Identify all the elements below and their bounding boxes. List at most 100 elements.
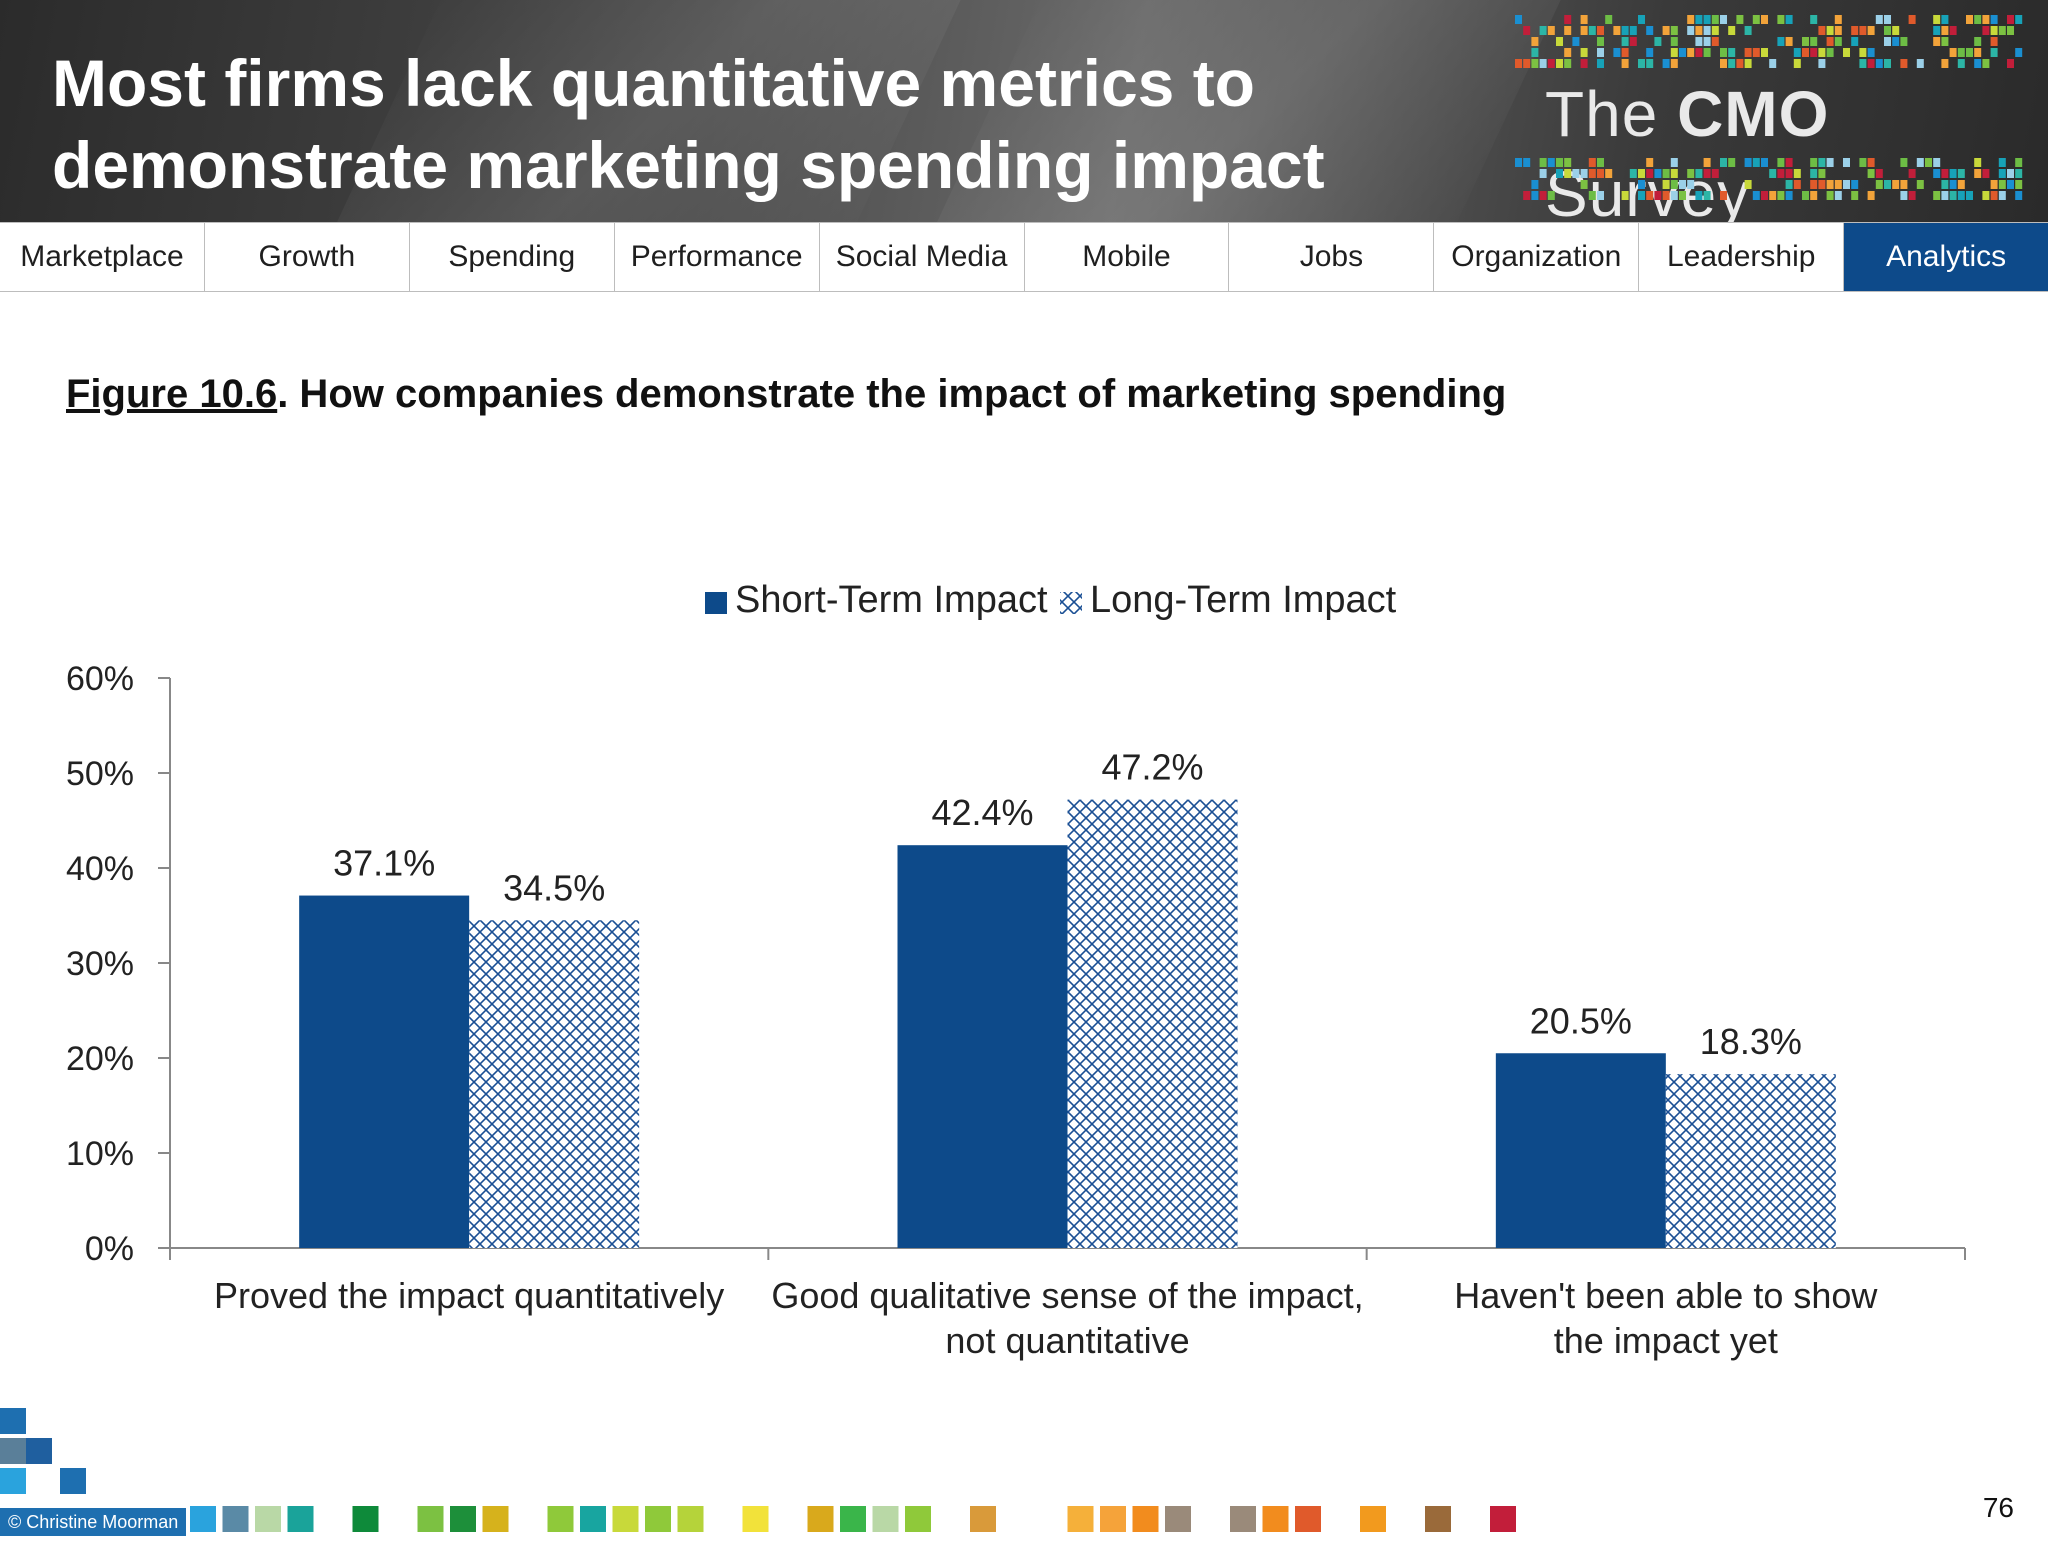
data-label: 42.4% bbox=[931, 792, 1033, 833]
logo-pixel bbox=[1966, 191, 1973, 200]
footer-square bbox=[970, 1506, 996, 1532]
logo-pixel bbox=[1564, 59, 1572, 68]
logo-pixel bbox=[1966, 48, 1973, 57]
logo-pixel bbox=[1851, 37, 1859, 46]
cmo-survey-logo: The CMO Survey bbox=[1515, 8, 2035, 222]
tab-label: Growth bbox=[258, 240, 356, 273]
tab-analytics[interactable]: Analytics bbox=[1844, 223, 2048, 291]
logo-pixel bbox=[1834, 37, 1842, 46]
tab-spending[interactable]: Spending bbox=[410, 223, 615, 291]
logo-pixel bbox=[1933, 169, 1941, 178]
logo-pixel bbox=[1597, 169, 1604, 178]
logo-pixel bbox=[1957, 169, 1965, 178]
logo-pixel bbox=[1670, 191, 1678, 200]
logo-pixel bbox=[2007, 180, 2014, 189]
bar-long-term bbox=[1067, 799, 1238, 1248]
logo-pixel bbox=[1580, 59, 1588, 68]
y-tick-label: 0% bbox=[85, 1230, 134, 1268]
logo-pixel bbox=[1588, 158, 1596, 167]
bar-short-term bbox=[1495, 1053, 1666, 1248]
logo-pixel bbox=[1515, 158, 1522, 167]
logo-pixel bbox=[1670, 158, 1678, 167]
logo-pixel bbox=[1744, 180, 1752, 189]
logo-pixel bbox=[1539, 59, 1547, 68]
logo-pixel bbox=[1621, 59, 1629, 68]
logo-pixel bbox=[1720, 191, 1727, 200]
logo-pixel bbox=[1531, 37, 1539, 46]
tab-mobile[interactable]: Mobile bbox=[1025, 223, 1230, 291]
logo-pixel bbox=[1834, 191, 1842, 200]
logo-pixel bbox=[1974, 15, 1982, 24]
logo-pixel bbox=[1974, 59, 1982, 68]
bar-chart: 0% 10% 20% 30% 40% 50% 60% 37.1% 34.5% Proved the… bbox=[66, 579, 1966, 1361]
tab-marketplace[interactable]: Marketplace bbox=[0, 223, 205, 291]
figure-caption-text: . How companies demonstrate the impact o… bbox=[277, 372, 1507, 416]
logo-pixel bbox=[1941, 37, 1949, 46]
footer-square bbox=[905, 1506, 931, 1532]
logo-pixel bbox=[1884, 15, 1891, 24]
logo-pixel bbox=[1695, 48, 1703, 57]
logo-pixel bbox=[1564, 158, 1572, 167]
logo-pixel bbox=[1966, 15, 1973, 24]
tab-leadership[interactable]: Leadership bbox=[1639, 223, 1845, 291]
logo-pixel bbox=[1884, 26, 1891, 35]
logo-pixel bbox=[1703, 191, 1711, 200]
logo-pixel bbox=[1933, 191, 1941, 200]
logo-pixel bbox=[1826, 26, 1834, 35]
x-category-label: Proved the impact quantitatively bbox=[214, 1275, 724, 1316]
logo-pixel bbox=[1695, 37, 1703, 46]
bar-short-term bbox=[299, 895, 470, 1248]
logo-pixel bbox=[1777, 37, 1785, 46]
tab-growth[interactable]: Growth bbox=[205, 223, 410, 291]
logo-pixel bbox=[1941, 191, 1949, 200]
footer-square bbox=[1100, 1506, 1126, 1532]
logo-pixel bbox=[1744, 26, 1752, 35]
logo-pixel bbox=[1933, 37, 1941, 46]
logo-pixel bbox=[1941, 59, 1949, 68]
logo-pixel bbox=[1679, 191, 1686, 200]
logo-pixel bbox=[1597, 59, 1604, 68]
logo-pixel bbox=[1728, 59, 1736, 68]
logo-pixel bbox=[1703, 15, 1711, 24]
logo-pixel bbox=[1982, 191, 1990, 200]
footer-square bbox=[807, 1506, 834, 1532]
logo-pixel bbox=[1810, 158, 1818, 167]
logo-pixel bbox=[1908, 191, 1916, 200]
logo-pixel bbox=[1670, 59, 1678, 68]
logo-pixel bbox=[1802, 48, 1809, 57]
logo-pixel bbox=[1949, 191, 1957, 200]
logo-pixel bbox=[1752, 15, 1760, 24]
logo-pixel bbox=[1531, 191, 1539, 200]
logo-pixel bbox=[1785, 180, 1793, 189]
logo-pixel bbox=[1564, 26, 1572, 35]
tab-label: Jobs bbox=[1299, 240, 1364, 273]
logo-pixel bbox=[1695, 15, 1703, 24]
data-label: 18.3% bbox=[1700, 1021, 1802, 1062]
tab-social-media[interactable]: Social Media bbox=[820, 223, 1025, 291]
logo-pixel bbox=[1646, 59, 1654, 68]
logo-pixel bbox=[1974, 169, 1982, 178]
footer-square bbox=[0, 1408, 26, 1434]
logo-pixel bbox=[1580, 26, 1588, 35]
logo-pixel bbox=[1597, 191, 1604, 200]
footer-square bbox=[580, 1506, 606, 1532]
tab-performance[interactable]: Performance bbox=[615, 223, 820, 291]
logo-pixel bbox=[1621, 191, 1629, 200]
logo-pixel bbox=[1867, 59, 1875, 68]
logo-pixel bbox=[1679, 48, 1686, 57]
logo-pixel bbox=[1900, 158, 1908, 167]
logo-pixel bbox=[1916, 180, 1924, 189]
logo-pixel bbox=[1597, 48, 1604, 57]
footer-square bbox=[287, 1506, 314, 1532]
logo-pixel bbox=[1638, 59, 1645, 68]
logo-pixel bbox=[1990, 15, 1998, 24]
logo-pixel bbox=[1777, 169, 1785, 178]
logo-pixel bbox=[1605, 15, 1613, 24]
logo-pixel bbox=[1957, 191, 1965, 200]
tab-organization[interactable]: Organization bbox=[1434, 223, 1640, 291]
figure-number: Figure 10.6 bbox=[66, 372, 278, 416]
logo-pixel-band-bottom-icon bbox=[1515, 158, 2023, 200]
logo-pixel bbox=[1990, 26, 1998, 35]
tab-jobs[interactable]: Jobs bbox=[1229, 223, 1435, 291]
footer-square bbox=[0, 1468, 26, 1494]
